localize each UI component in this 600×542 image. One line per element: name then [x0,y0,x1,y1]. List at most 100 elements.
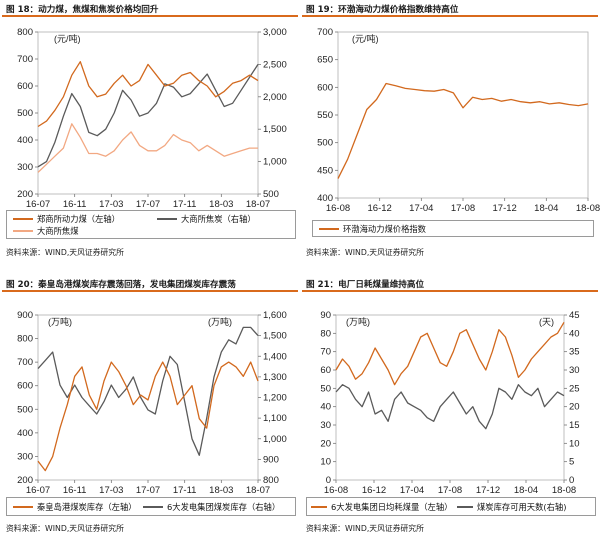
y-tick-label-right: 500 [263,189,279,200]
line-chart: 200 300 400 500 600 700 800 900 (万吨) 800 900 1,000 1… [17,310,287,496]
line-chart: 200 300 400 500 600 700 800 (元/吨) 500 1,000 1,500 2… [17,27,287,210]
y-tick-label-right: 1,500 [263,124,287,135]
x-tick-label: 17-04 [400,485,424,496]
y-tick-label-left: 70 [320,347,331,358]
y-tick-label-left: 20 [320,438,331,449]
series-line [37,326,259,456]
y-tick-label-right: 15 [569,420,580,431]
y-tick-label-left: 700 [17,357,33,368]
legend-item: 秦皇岛港煤炭库存（左轴） [13,501,137,513]
y-tick-label-left: 30 [320,420,331,431]
line-chart: 400 450 500 550 600 650 700 (元/吨) 16-08 16-12 17-0… [317,27,600,214]
y-tick-label-right: 25 [569,383,580,394]
series-line [37,61,259,128]
chart-title: 图 19：环渤海动力煤价格指数维持高位 [306,5,459,15]
y-tick-label-left: 10 [320,457,331,468]
series-line [37,361,259,472]
legend-label: 煤炭库存可用天数(右轴) [477,502,567,512]
y-tick-label-left: 500 [317,138,333,149]
chart-panel-bohai-index: 图 19：环渤海动力煤价格指数维持高位 400 450 500 550 600 650 70… [302,0,600,267]
y-axis-unit-left: (元/吨) [352,33,379,44]
y-axis-unit-left: (万吨) [48,316,72,327]
y-tick-label-left: 800 [17,334,33,345]
legend-item: 大商所焦炭（右轴） [157,213,256,225]
legend-label: 环渤海动力煤价格指数 [343,224,426,234]
y-tick-label-left: 600 [17,81,33,92]
y-tick-label-left: 550 [317,110,333,121]
title-rule [2,15,298,17]
legend-item: 大商所焦煤 [13,225,79,237]
y-tick-label-right: 1,400 [263,351,287,362]
x-tick-label: 18-07 [246,485,270,496]
x-tick-label: 18-04 [534,203,558,214]
x-tick-label: 17-11 [173,199,197,210]
chart-legend: 环渤海动力煤价格指数 [312,220,594,237]
legend-swatch [157,218,177,220]
y-tick-label-left: 400 [17,428,33,439]
chart-panel-coal-prices: 图 18：动力煤，焦煤和焦炭价格均回升 200 300 400 500 600 700 80… [2,0,298,267]
x-tick-label: 17-08 [438,485,462,496]
x-tick-label: 18-08 [576,203,600,214]
y-tick-label-right: 900 [263,454,279,465]
chart-title: 图 21：电厂日耗煤量维持高位 [306,280,425,290]
x-tick-label: 16-08 [324,485,348,496]
x-tick-label: 18-07 [246,199,270,210]
x-tick-label: 18-03 [209,485,233,496]
y-axis-unit-left: (元/吨) [54,33,81,44]
legend-label: 大商所焦煤 [37,226,79,236]
y-tick-label-right: 1,100 [263,413,287,424]
x-tick-label: 17-12 [493,203,517,214]
x-tick-label: 18-04 [514,485,538,496]
legend-item: 环渤海动力煤价格指数 [319,223,426,235]
legend-swatch [143,506,163,508]
series-line [335,321,565,386]
y-tick-label-left: 80 [320,328,331,339]
source-note: 资料来源：WIND,天风证券研究所 [306,248,424,257]
legend-swatch [457,506,473,508]
x-tick-label: 16-07 [26,199,50,210]
x-tick-label: 16-12 [368,203,392,214]
y-tick-label-right: 0 [569,475,574,486]
x-tick-label: 16-08 [326,203,350,214]
y-tick-label-right: 1,200 [263,393,287,404]
series-line [37,123,258,173]
source-note: 资料来源：WIND,天风证券研究所 [306,524,424,533]
title-rule [302,15,598,17]
y-tick-label-right: 1,600 [263,310,287,321]
legend-label: 大商所焦炭（右轴） [181,214,256,224]
chart-panel-daily-consumption: 图 21：电厂日耗煤量维持高位 0 10 20 30 40 50 60 70 80 90 (万吨) 0… [302,275,598,542]
title-rule [2,290,298,292]
y-tick-label-left: 0 [326,475,331,486]
chart-legend: 秦皇岛港煤炭库存（左轴） 6大发电集团煤炭库存（右轴） [6,497,296,516]
legend-swatch [13,230,33,232]
source-note: 资料来源：WIND,天风证券研究所 [6,524,124,533]
y-tick-label-left: 300 [17,451,33,462]
y-tick-label-right: 10 [569,438,580,449]
chart-title: 图 18：动力煤，焦煤和焦炭价格均回升 [6,5,159,15]
y-tick-label-left: 40 [320,402,331,413]
y-tick-label-left: 700 [317,27,333,38]
y-tick-label-right: 1,000 [263,157,287,168]
legend-swatch [311,506,327,508]
y-tick-label-left: 450 [317,165,333,176]
y-tick-label-left: 600 [17,381,33,392]
legend-item: 郑商所动力煤（左轴） [13,213,120,225]
y-tick-label-left: 300 [17,162,33,173]
y-axis-unit-right: (万吨) [208,316,232,327]
legend-item: 煤炭库存可用天数(右轴) [457,501,566,513]
y-tick-label-right: 1,300 [263,372,287,383]
x-tick-label: 17-03 [99,199,123,210]
y-tick-label-left: 600 [317,82,333,93]
y-tick-label-left: 400 [17,135,33,146]
series-line [337,82,589,179]
chart-legend: 郑商所动力煤（左轴） 大商所焦炭（右轴） 大商所焦煤 [6,210,296,239]
y-tick-label-right: 1,500 [263,331,287,342]
y-tick-label-right: 2,000 [263,92,287,103]
legend-item: 6大发电集团日均耗煤量（左轴） [311,501,452,513]
y-tick-label-right: 1,000 [263,434,287,445]
x-tick-label: 16-07 [26,485,50,496]
y-axis-unit-right: (天) [539,317,554,327]
y-tick-label-left: 800 [17,27,33,38]
y-tick-label-left: 90 [320,310,331,321]
y-tick-label-left: 200 [17,189,33,200]
